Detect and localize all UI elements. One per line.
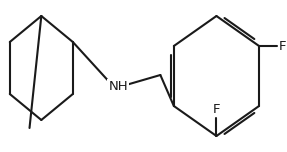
Text: F: F [213,103,220,116]
Text: NH: NH [108,81,128,93]
Text: F: F [279,40,286,52]
